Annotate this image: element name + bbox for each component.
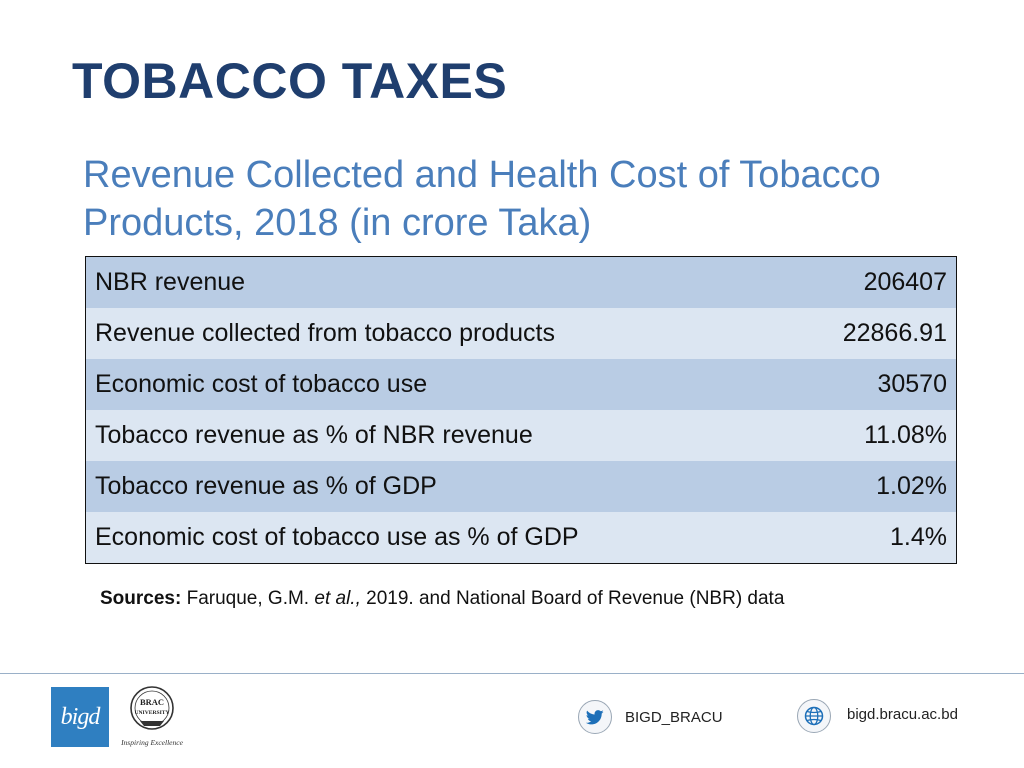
slide-title: TOBACCO TAXES	[72, 53, 508, 109]
row-label: Revenue collected from tobacco products	[85, 308, 786, 359]
twitter-icon	[578, 700, 612, 734]
row-label: NBR revenue	[85, 256, 786, 308]
table-row: Tobacco revenue as % of GDP 1.02%	[85, 461, 957, 512]
brac-logo-line2: UNIVERSITY	[134, 710, 169, 716]
sources-etal: et al.,	[314, 588, 361, 609]
row-label: Tobacco revenue as % of GDP	[85, 461, 786, 512]
revenue-table: NBR revenue 206407 Revenue collected fro…	[85, 256, 957, 564]
sources-label: Sources:	[100, 588, 182, 609]
sources-note: Sources: Faruque, G.M. et al., 2019. and…	[100, 588, 784, 610]
twitter-handle: BIGD_BRACU	[625, 708, 723, 726]
row-label: Economic cost of tobacco use as % of GDP	[85, 512, 786, 564]
bigd-logo: bigd	[51, 687, 109, 747]
sources-rest: 2019. and National Board of Revenue (NBR…	[366, 588, 785, 609]
table-row: NBR revenue 206407	[85, 256, 957, 308]
table-row: Revenue collected from tobacco products …	[85, 308, 957, 359]
brac-university-logo: BRAC UNIVERSITY Inspiring Excellence	[120, 686, 184, 747]
table-subtitle: Revenue Collected and Health Cost of Tob…	[83, 154, 881, 244]
website-link[interactable]: bigd.bracu.ac.bd	[797, 699, 958, 733]
row-value: 22866.91	[785, 308, 957, 359]
table-row: Tobacco revenue as % of NBR revenue 11.0…	[85, 410, 957, 461]
globe-icon	[797, 699, 831, 733]
row-value: 1.02%	[785, 461, 957, 512]
brac-logo-line1: BRAC	[140, 697, 164, 707]
sources-author: Faruque, G.M.	[186, 588, 310, 609]
bigd-logo-text: bigd	[60, 703, 101, 730]
website-url: bigd.bracu.ac.bd	[847, 705, 958, 723]
row-value: 30570	[785, 359, 957, 410]
row-value: 11.08%	[785, 410, 957, 461]
table-row: Economic cost of tobacco use as % of GDP…	[85, 512, 957, 564]
twitter-link[interactable]: BIGD_BRACU	[578, 700, 723, 734]
row-label: Tobacco revenue as % of NBR revenue	[85, 410, 786, 461]
row-label: Economic cost of tobacco use	[85, 359, 786, 410]
brac-tagline: Inspiring Excellence	[120, 738, 184, 747]
row-value: 206407	[785, 256, 957, 308]
footer-divider	[0, 673, 1024, 674]
row-value: 1.4%	[785, 512, 957, 564]
table-row: Economic cost of tobacco use 30570	[85, 359, 957, 410]
